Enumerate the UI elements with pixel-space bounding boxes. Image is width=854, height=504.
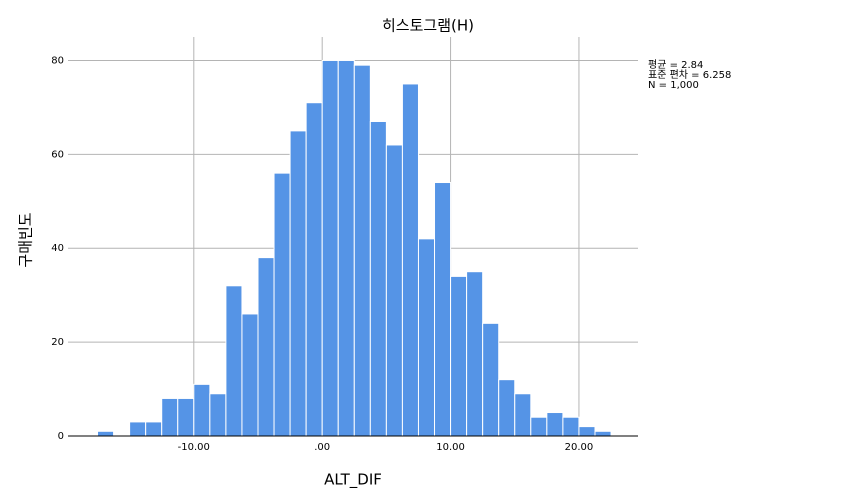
- stats-annotation: N = 1,000: [648, 80, 699, 91]
- bar: [578, 426, 596, 437]
- bar: [385, 144, 403, 437]
- x-tick-label: -10.00: [178, 442, 210, 453]
- bar: [97, 430, 115, 437]
- x-tick-label: .00: [314, 442, 330, 453]
- bar: [337, 59, 355, 437]
- x-tick-label: 20.00: [565, 442, 594, 453]
- bar: [401, 83, 419, 437]
- bar: [546, 412, 564, 437]
- stats-annotation: 표준 편차 = 6.258: [648, 69, 731, 81]
- bar: [257, 257, 275, 437]
- bar: [129, 421, 147, 437]
- bar: [482, 322, 500, 437]
- bar: [161, 397, 179, 437]
- bar: [353, 64, 371, 437]
- bar: [530, 416, 548, 437]
- y-tick-label: 80: [51, 55, 64, 66]
- bar: [417, 238, 436, 437]
- bar: [321, 59, 339, 437]
- bar: [241, 313, 259, 437]
- bar: [562, 416, 580, 437]
- bar: [369, 120, 387, 437]
- bar: [434, 182, 452, 437]
- bar: [193, 383, 211, 437]
- bar: [273, 172, 291, 437]
- bar: [289, 130, 307, 437]
- stats-annotation: 평균 = 2.84: [648, 59, 703, 71]
- bar: [145, 421, 163, 437]
- chart-title: 히스토그램(H): [382, 17, 474, 35]
- bar: [305, 102, 323, 437]
- bar: [209, 393, 227, 437]
- x-axis-label: ALT_DIF: [324, 471, 382, 490]
- y-tick-label: 20: [51, 337, 64, 348]
- bar: [450, 275, 468, 437]
- y-tick-label: 40: [51, 243, 64, 254]
- bar: [594, 430, 612, 437]
- bar: [225, 285, 243, 437]
- bar: [498, 379, 516, 437]
- bar: [466, 271, 484, 437]
- y-tick-label: 60: [51, 149, 64, 160]
- y-axis-label: 구매빈도: [17, 212, 35, 267]
- x-tick-label: 10.00: [436, 442, 465, 453]
- bar: [514, 393, 532, 437]
- bar: [177, 397, 195, 437]
- y-tick-label: 0: [58, 431, 64, 442]
